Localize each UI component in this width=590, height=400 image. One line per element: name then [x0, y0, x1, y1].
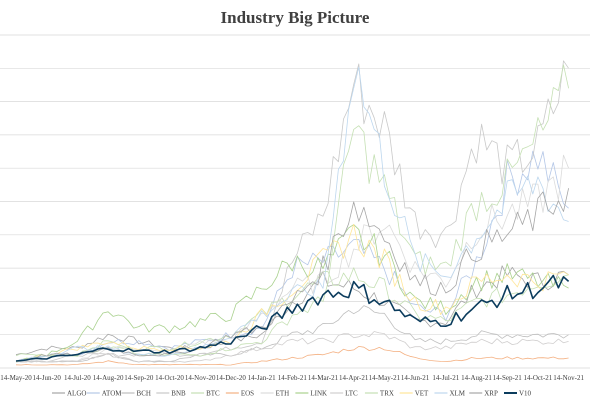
legend-label-btc: BTC	[206, 390, 220, 398]
legend-label-vet: VET	[415, 390, 429, 398]
legend-label-v10: V10	[519, 390, 532, 398]
x-tick-label: 14-Apr-21	[339, 374, 369, 382]
x-tick-label: 14-Sep-20	[124, 374, 154, 382]
x-tick-label: 14-Jul-20	[64, 374, 91, 382]
series-line-xrp	[15, 188, 569, 362]
legend-label-bnb: BNB	[171, 390, 186, 398]
series-line-eos	[15, 346, 569, 366]
legend-label-xlm: XLM	[449, 390, 465, 398]
x-tick-label: 14-Nov-20	[185, 374, 216, 382]
x-tick-label: 14-Jun-21	[401, 374, 430, 382]
series-line-trx	[15, 64, 569, 363]
legend-label-xrp: XRP	[484, 390, 498, 398]
x-tick-label: 14-Dec-20	[216, 374, 246, 382]
series-line-xlm	[15, 66, 569, 362]
legend-label-atom: ATOM	[102, 390, 122, 398]
legend-label-algo: ALGO	[67, 390, 86, 398]
x-tick-label: 14-Nov-21	[553, 374, 584, 382]
x-tick-label: 14-Jul-21	[432, 374, 459, 382]
legend-label-trx: TRX	[380, 390, 394, 398]
x-tick-label: 14-May-20	[0, 374, 32, 382]
x-tick-label: 14-Oct-21	[524, 374, 553, 382]
series-line-atom	[15, 150, 569, 362]
legend-label-bch: BCH	[137, 390, 151, 398]
series-line-vet	[15, 223, 569, 363]
x-tick-label: 14-Aug-21	[461, 374, 492, 382]
x-tick-label: 14-Oct-20	[155, 374, 184, 382]
chart-title: Industry Big Picture	[220, 8, 370, 27]
series-line-eth	[15, 154, 569, 363]
x-tick-label: 14-Mar-21	[308, 374, 339, 382]
series-line-ltc	[15, 331, 569, 363]
x-tick-label: 14-Jan-21	[248, 374, 276, 382]
x-tick-label: 14-Aug-20	[93, 374, 124, 382]
series-line-bnb	[15, 60, 569, 363]
legend-label-eth: ETH	[276, 390, 290, 398]
series-line-algo	[15, 265, 569, 356]
x-tick-label: 14-Feb-21	[278, 374, 308, 382]
legend-label-ltc: LTC	[345, 390, 358, 398]
x-tick-label: 14-Sep-21	[493, 374, 523, 382]
x-tick-label: 14-Jun-20	[33, 374, 62, 382]
legend-label-link: LINK	[310, 390, 327, 398]
x-tick-label: 14-May-21	[369, 374, 401, 382]
legend-label-eos: EOS	[241, 390, 254, 398]
series-line-v10	[15, 274, 570, 362]
